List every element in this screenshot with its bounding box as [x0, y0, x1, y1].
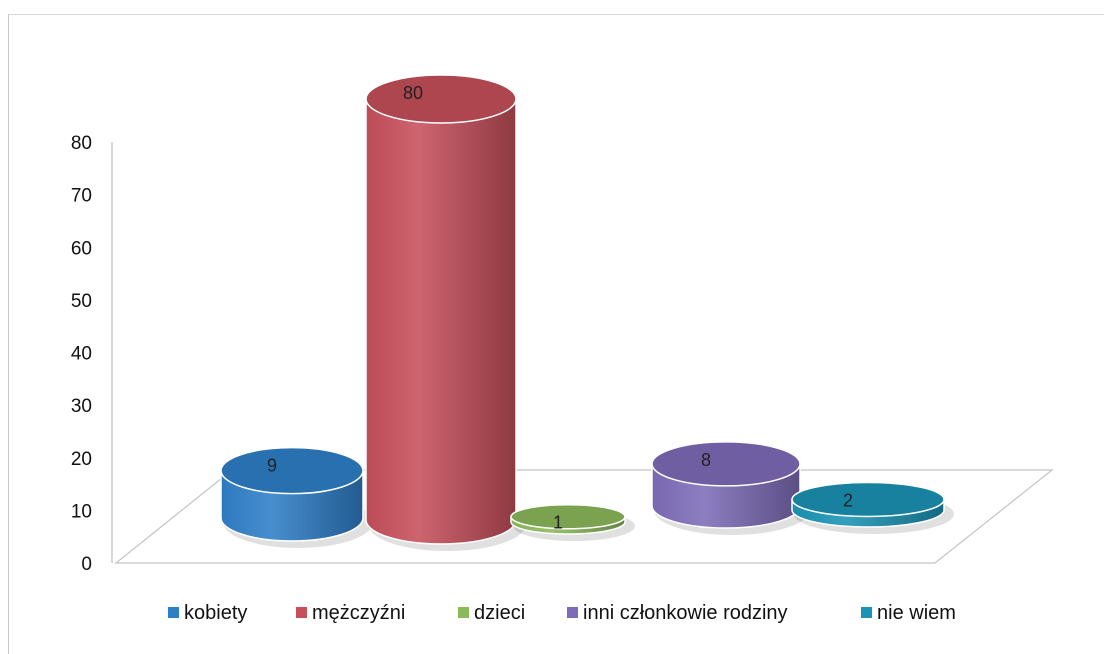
- y-tick-label: 40: [71, 344, 92, 365]
- data-label: 2: [843, 490, 853, 510]
- legend-item: mężczyźni: [296, 602, 405, 624]
- y-tick-label: 0: [81, 554, 92, 575]
- legend-item: dzieci: [458, 602, 525, 624]
- y-tick-label: 60: [71, 238, 92, 259]
- legend-item: nie wiem: [861, 602, 956, 624]
- bar-top: [220, 446, 364, 495]
- legend-swatch: [861, 607, 872, 618]
- chart-frame: [8, 14, 1104, 654]
- bar-top: [791, 481, 945, 518]
- data-label: 1: [553, 513, 563, 533]
- data-label: 9: [267, 456, 277, 476]
- y-tick-label: 10: [71, 501, 92, 522]
- legend-item: inni członkowie rodziny: [567, 602, 788, 624]
- legend-swatch: [168, 607, 179, 618]
- data-label: 8: [701, 450, 711, 470]
- legend-label: mężczyźni: [312, 602, 405, 624]
- bar-3: [510, 503, 635, 541]
- y-tick-label: 80: [71, 133, 92, 154]
- legend-item: kobiety: [168, 602, 247, 624]
- bar-1: [220, 446, 373, 548]
- y-tick-label: 50: [71, 291, 92, 312]
- y-tick-label: 70: [71, 186, 92, 207]
- legend-label: inni członkowie rodziny: [583, 602, 788, 624]
- bar-5: [791, 481, 954, 534]
- bar-top: [365, 74, 517, 124]
- legend-swatch: [567, 607, 578, 618]
- bar-body: [365, 98, 517, 545]
- bar-4: [651, 441, 810, 535]
- data-label: 80: [403, 83, 423, 103]
- legend-label: kobiety: [184, 602, 247, 624]
- bar-2: [365, 74, 526, 551]
- bar-top: [651, 441, 801, 487]
- bar-top: [510, 503, 626, 530]
- legend-label: dzieci: [474, 602, 525, 624]
- legend-swatch: [296, 607, 307, 618]
- legend-label: nie wiem: [877, 602, 956, 624]
- legend-swatch: [458, 607, 469, 618]
- y-tick-label: 30: [71, 396, 92, 417]
- y-tick-label: 20: [71, 449, 92, 470]
